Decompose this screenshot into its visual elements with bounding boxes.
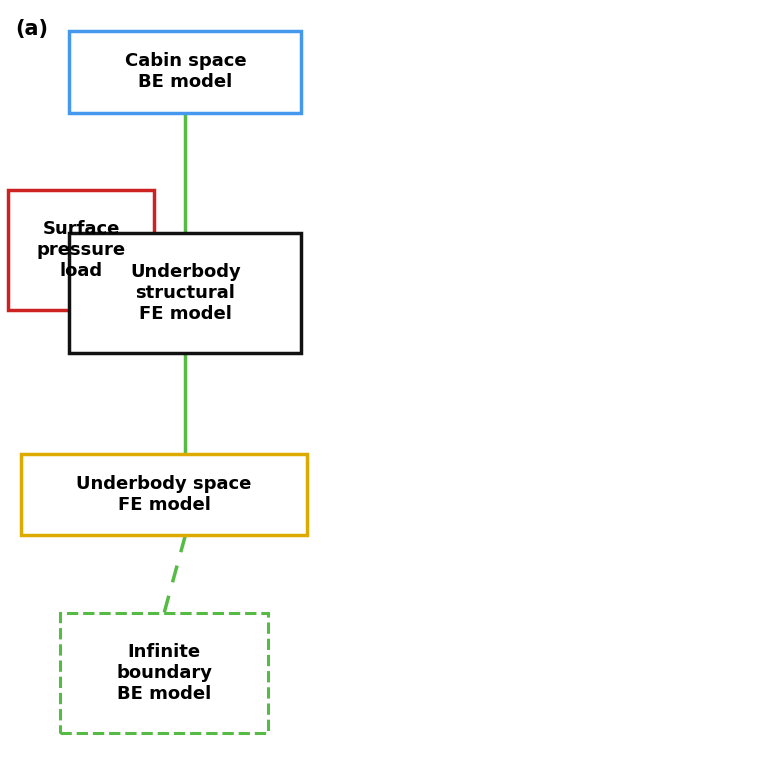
Text: Infinite
boundary
BE model: Infinite boundary BE model bbox=[116, 643, 212, 703]
FancyBboxPatch shape bbox=[69, 233, 301, 353]
Text: Cabin space
BE model: Cabin space BE model bbox=[125, 53, 246, 91]
FancyBboxPatch shape bbox=[60, 613, 268, 733]
FancyBboxPatch shape bbox=[69, 31, 301, 113]
Text: (b): (b) bbox=[408, 23, 437, 40]
Text: (c): (c) bbox=[408, 279, 434, 297]
FancyBboxPatch shape bbox=[21, 454, 307, 535]
Text: (d): (d) bbox=[408, 536, 437, 555]
Text: Underbody
structural
FE model: Underbody structural FE model bbox=[130, 263, 241, 323]
Text: Underbody space
FE model: Underbody space FE model bbox=[76, 475, 252, 514]
FancyBboxPatch shape bbox=[8, 190, 154, 310]
Text: Surface
pressure
load: Surface pressure load bbox=[37, 220, 126, 280]
Text: (a): (a) bbox=[16, 19, 48, 40]
